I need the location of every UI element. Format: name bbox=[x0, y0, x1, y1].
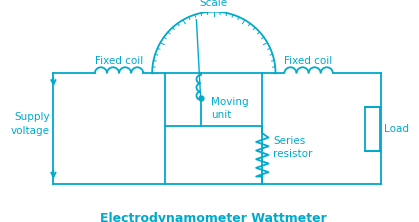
Text: Electrodynamometer Wattmeter: Electrodynamometer Wattmeter bbox=[100, 212, 327, 222]
Text: Supply
voltage: Supply voltage bbox=[11, 112, 50, 136]
Text: Load: Load bbox=[384, 124, 409, 134]
Text: Moving
unit: Moving unit bbox=[211, 97, 249, 120]
Text: Scale: Scale bbox=[200, 0, 228, 8]
Text: Series
resistor: Series resistor bbox=[273, 136, 312, 159]
Text: Fixed coil: Fixed coil bbox=[95, 56, 143, 66]
Text: Fixed coil: Fixed coil bbox=[285, 56, 333, 66]
Bar bbox=[365, 107, 380, 151]
